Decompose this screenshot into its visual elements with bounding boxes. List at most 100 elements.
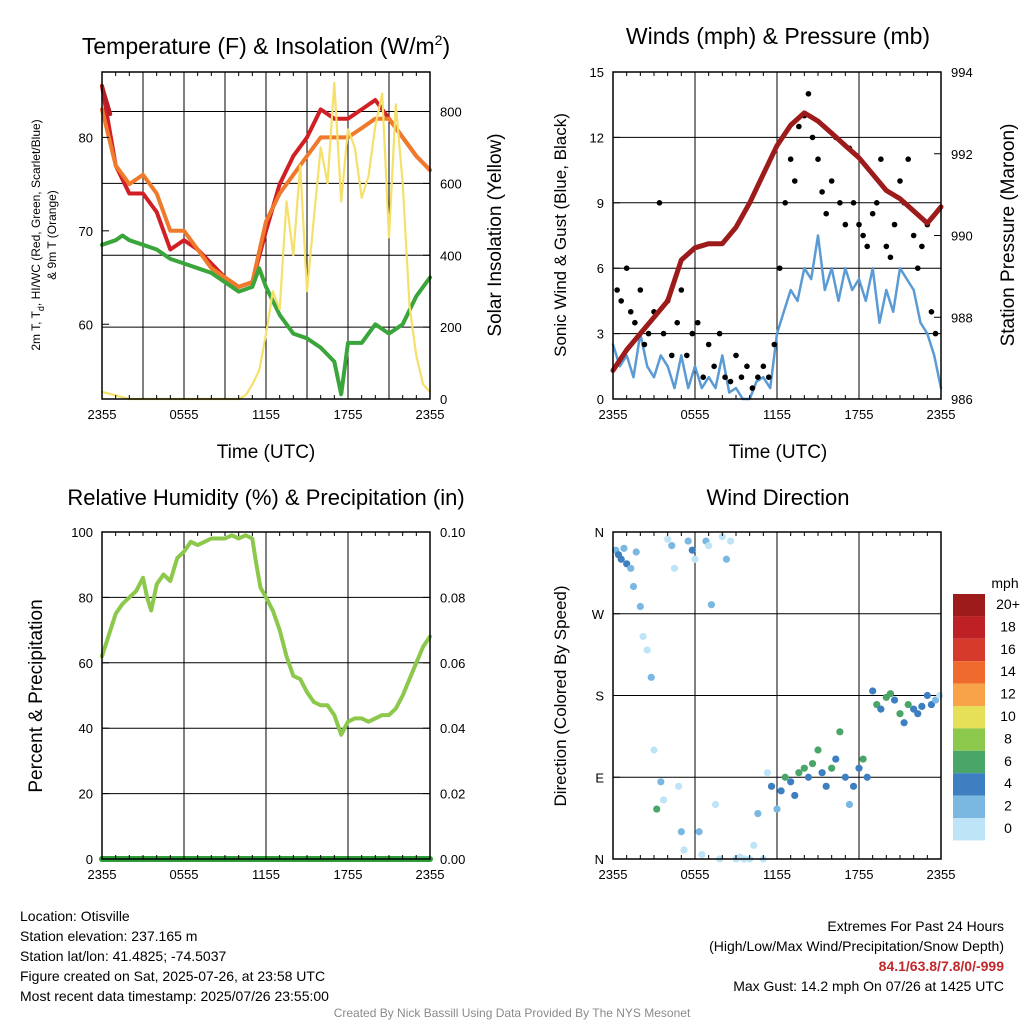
direction-point (629, 582, 638, 591)
direction-x-tick-label: 2355 (599, 867, 628, 882)
winds-y-tick-label: 9 (597, 196, 604, 211)
direction-point (849, 782, 858, 790)
winds-gust-point (782, 200, 788, 206)
direction-point (677, 828, 685, 836)
colorbar-label: 8 (1004, 730, 1012, 746)
winds-gust-point (716, 330, 723, 337)
colorbar-swatch (953, 818, 985, 841)
winds-gust-point (627, 309, 634, 315)
direction-point (877, 705, 885, 713)
humidity-y-tick-label: 0 (86, 852, 93, 867)
humidity-x-tick-label: 0555 (170, 867, 199, 882)
winds-gust-point (733, 352, 739, 359)
colorbar-label: 6 (1004, 753, 1012, 769)
direction-point (767, 782, 776, 790)
direction-point (795, 769, 803, 777)
colorbar-label: 2 (1004, 798, 1012, 814)
direction-y-tick-label: S (595, 689, 604, 704)
winds-gust-point (819, 189, 825, 195)
direction-point (688, 546, 696, 554)
station-location: Location: Otisville (20, 908, 130, 924)
direction-point (711, 800, 720, 809)
direction-point (859, 755, 867, 763)
humidity-y-tick-label: 40 (79, 721, 93, 736)
direction-point (705, 542, 713, 550)
winds-y2-tick-label: 988 (951, 310, 973, 325)
humidity-series-0 (100, 533, 432, 737)
colorbar-swatch (953, 773, 985, 796)
colorbar-label: 16 (1000, 641, 1016, 657)
winds-x-tick-label: 2355 (599, 407, 628, 422)
temperature-panel: Temperature (F) & Insolation (W/m2) 2m T… (29, 32, 506, 463)
station-info: Location: Otisville Station elevation: 2… (20, 906, 329, 1006)
direction-point (754, 809, 762, 818)
winds-panel: Winds (mph) & Pressure (mb) Sonic Wind &… (551, 23, 1019, 463)
winds-gust-point (641, 341, 648, 348)
direction-point (695, 828, 703, 836)
colorbar-swatch (953, 594, 985, 617)
colorbar-label: 0 (1004, 820, 1012, 836)
humidity-y2-tick-label: 0.02 (440, 787, 465, 802)
direction-point (657, 778, 665, 786)
direction-point (832, 755, 840, 763)
winds-series-2 (610, 110, 944, 373)
direction-point (620, 544, 628, 552)
winds-x-tick-label: 1155 (763, 407, 791, 422)
winds-gust-point (614, 287, 620, 293)
winds-gust-point (842, 221, 849, 228)
humidity-y-tick-label: 60 (79, 656, 93, 671)
winds-gust-point (722, 374, 728, 381)
direction-point (653, 805, 661, 813)
temperature-x-tick-label: 2355 (88, 407, 117, 422)
winds-right-axis-label: Station Pressure (Maroon) (998, 124, 1019, 347)
winds-gust-point (897, 178, 903, 184)
temperature-left-axis-label-line1: 2m T, Td, HI/WC (Red, Green, Scarlet/Blu… (29, 119, 46, 350)
humidity-y-tick-label: 80 (79, 590, 93, 605)
direction-y-tick-label: E (595, 770, 604, 785)
colorbar-label: 18 (1000, 618, 1016, 634)
colorbar-label: 4 (1004, 775, 1012, 791)
colorbar-swatch (953, 795, 985, 818)
winds-series-0 (611, 234, 943, 401)
winds-gust-point (856, 221, 862, 228)
winds-gust-point (618, 298, 624, 304)
humidity-y2-tick-label: 0.04 (440, 721, 465, 736)
winds-gust-point (905, 156, 911, 162)
winds-gust-point (873, 200, 880, 206)
direction-point (763, 769, 772, 777)
extremes-values: 84.1/63.8/7.8/0/-999 (878, 958, 1004, 974)
direction-point (936, 691, 944, 700)
winds-gust-point (883, 243, 890, 250)
direction-point (818, 769, 826, 777)
temperature-left-axis-label-line2: & 9m T (Orange) (45, 190, 59, 280)
direction-point (804, 773, 813, 781)
direction-point (800, 764, 808, 772)
humidity-x-tick-label: 2355 (416, 867, 445, 882)
winds-y-tick-label: 15 (590, 65, 604, 80)
winds-gust-point (749, 385, 756, 391)
temperature-y2-tick-label: 400 (440, 248, 462, 263)
temperature-x-tick-label: 1755 (334, 407, 363, 422)
temperature-y-tick-label: 80 (79, 130, 93, 145)
direction-point (845, 800, 854, 809)
temperature-x-tick-label: 0555 (170, 407, 199, 422)
colorbar-title: mph (991, 575, 1018, 591)
direction-point (647, 673, 655, 681)
winds-gust-point (684, 352, 690, 359)
temperature-title: Temperature (F) & Insolation (W/m2) (82, 32, 450, 59)
extremes-title: Extremes For Past 24 Hours (827, 918, 1004, 934)
temperature-y-tick-label: 60 (79, 317, 93, 332)
direction-point (617, 555, 625, 563)
winds-gust-point (910, 232, 917, 239)
direction-point (684, 537, 692, 545)
extremes-subtitle: (High/Low/Max Wind/Precipitation/Snow De… (709, 938, 1004, 954)
direction-x-tick-label: 1155 (763, 867, 791, 882)
temperature-series-2 (100, 107, 432, 289)
winds-gust-point (815, 156, 821, 162)
direction-point (636, 602, 644, 611)
winds-gust-point (711, 363, 717, 370)
winds-gust-point (878, 156, 884, 162)
temperature-x-tick-label: 2355 (416, 407, 445, 422)
direction-point (914, 710, 922, 718)
temperature-y2-tick-label: 600 (440, 176, 462, 191)
